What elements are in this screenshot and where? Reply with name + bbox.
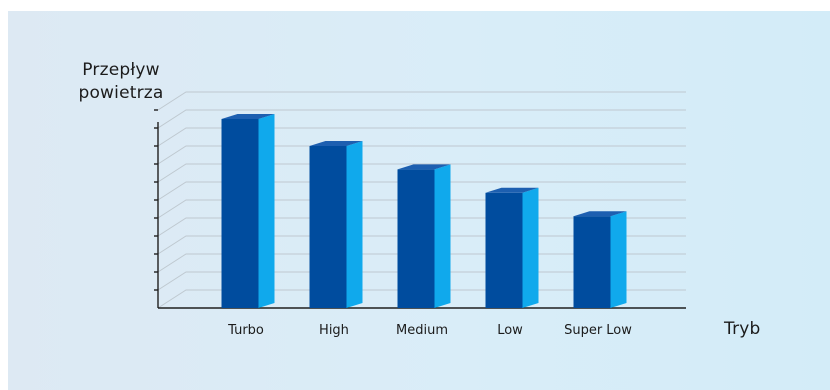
- bar-side: [522, 187, 539, 308]
- grid-line: [157, 163, 686, 183]
- grid-line: [157, 145, 686, 165]
- bar-top: [397, 164, 451, 170]
- x-tick-label: Medium: [396, 323, 448, 338]
- bar-medium: [397, 164, 451, 308]
- bar-top: [221, 114, 275, 119]
- bar-side: [434, 164, 451, 308]
- grid-line: [157, 181, 686, 201]
- bar-front: [309, 146, 347, 308]
- category-labels: Turbo High Medium Low Super Low: [227, 323, 632, 338]
- bar-top: [485, 187, 539, 193]
- bar-turbo: [221, 114, 275, 308]
- bar-side: [258, 114, 275, 308]
- bar-top: [573, 211, 627, 217]
- x-tick-label: Super Low: [564, 323, 632, 338]
- grid-line: [157, 127, 686, 147]
- bar-super-low: [573, 211, 627, 308]
- grid-line: [157, 91, 686, 111]
- bar-front: [221, 119, 259, 308]
- bar-side: [346, 141, 363, 308]
- x-tick-label: Turbo: [227, 323, 264, 338]
- x-tick-label: Low: [497, 323, 523, 338]
- y-axis-title: Przepływ powietrza: [78, 60, 164, 103]
- bar-side: [610, 211, 627, 308]
- bar-top: [309, 141, 363, 146]
- grid-lines: [157, 91, 686, 309]
- bars: [221, 114, 627, 308]
- x-axis-title: Tryb: [724, 319, 761, 339]
- bar-front: [573, 216, 611, 308]
- bar-front: [485, 192, 523, 308]
- x-tick-label: High: [319, 323, 349, 338]
- bar-low: [485, 187, 539, 308]
- bar-high: [309, 141, 363, 308]
- bar-front: [397, 169, 435, 308]
- grid-line: [157, 109, 686, 129]
